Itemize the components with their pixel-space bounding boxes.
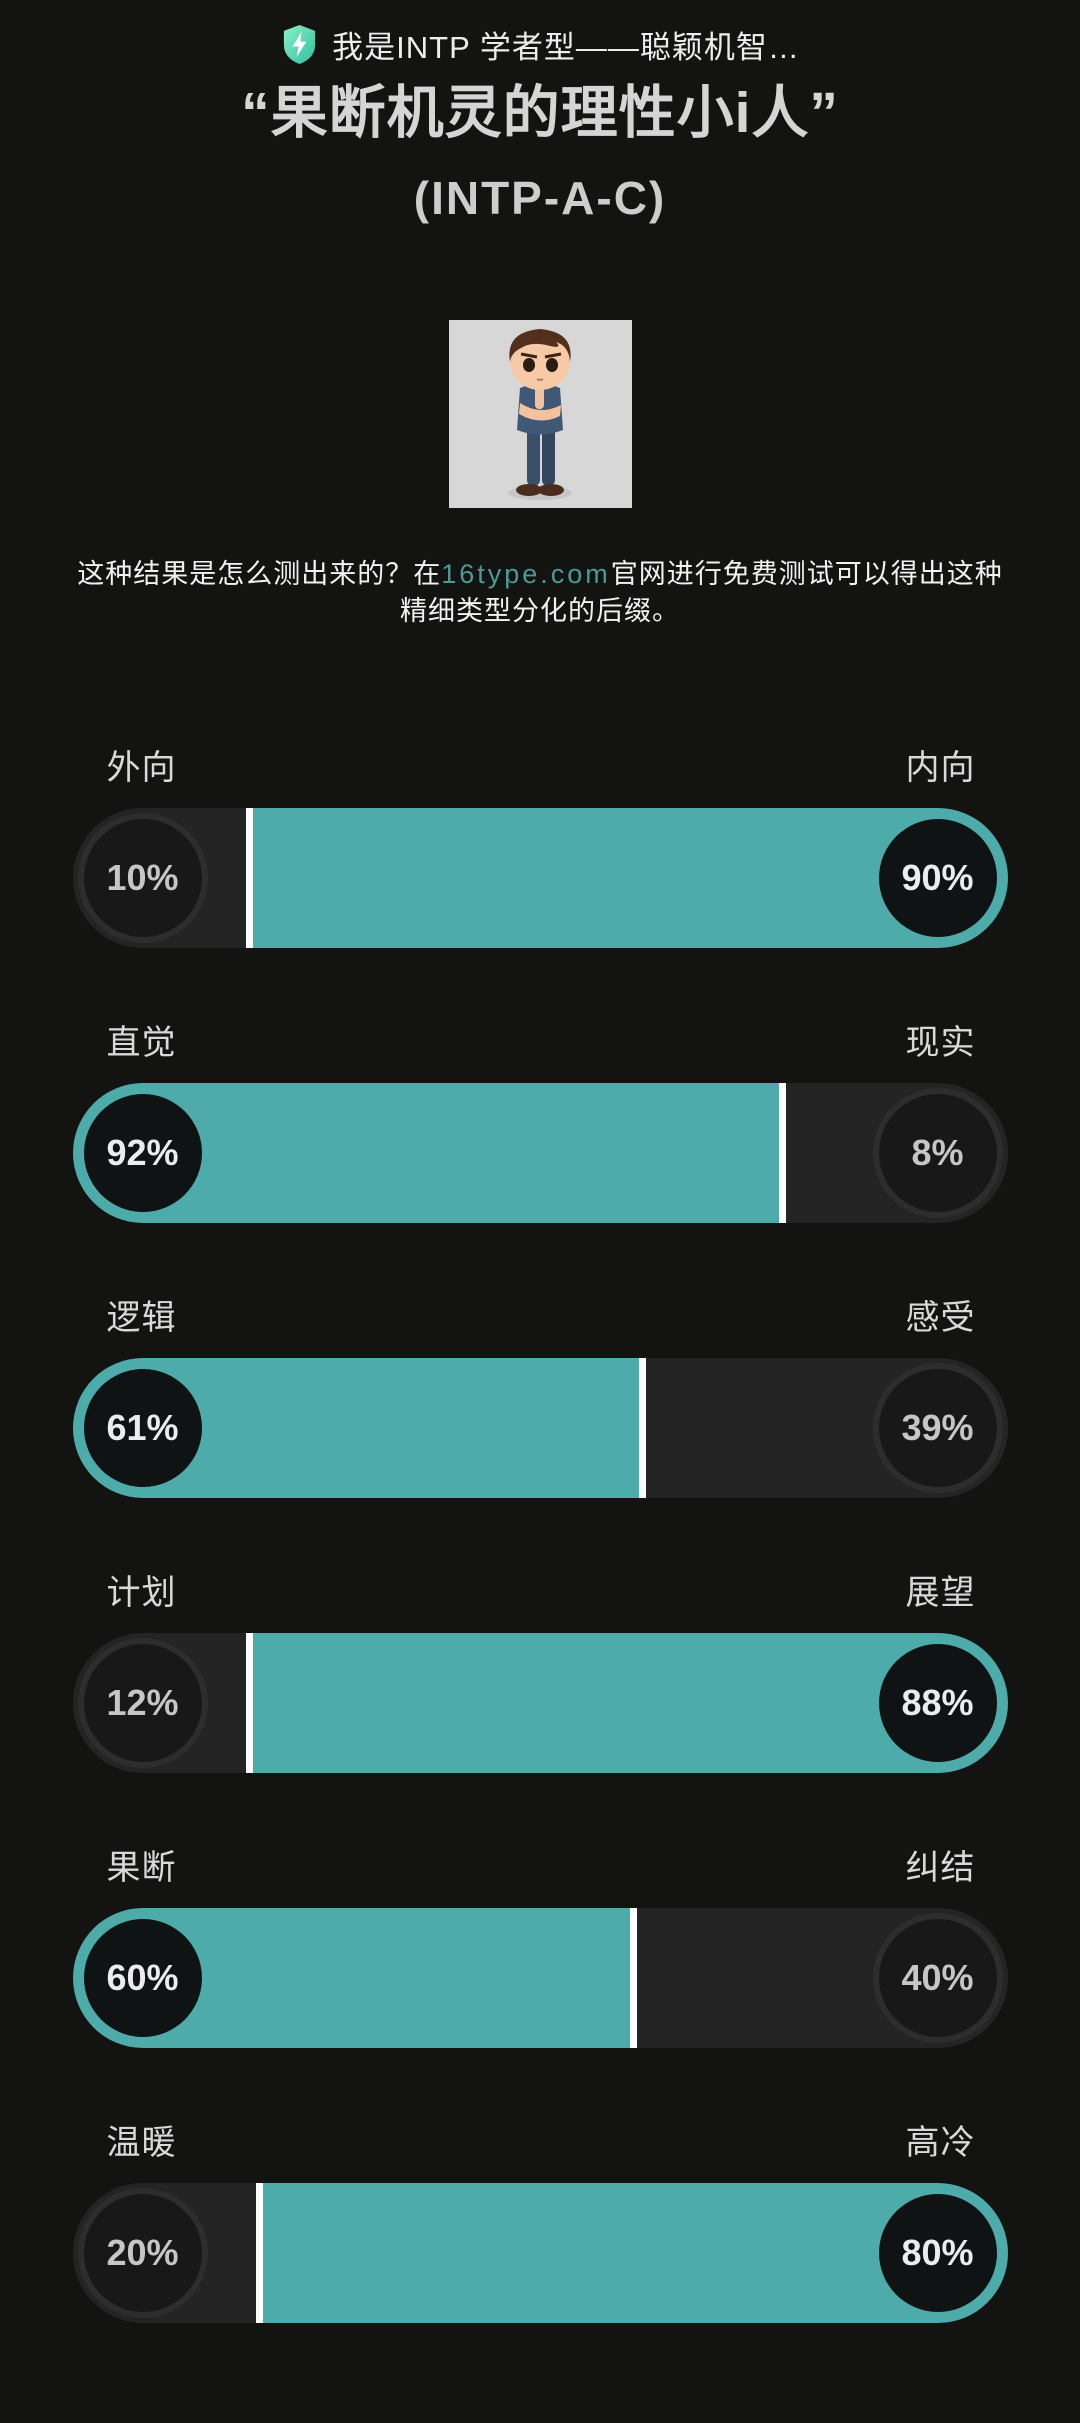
trait-right-label: 纠结 (905, 1849, 976, 1887)
result-type-code: (INTP-A-C) (413, 172, 667, 224)
trait-right-percent-value: 80% (901, 2232, 974, 2273)
trait-right-percent-value: 39% (901, 1407, 974, 1448)
trait-left-label: 果断 (106, 1849, 177, 1887)
trait-left-label: 逻辑 (106, 1299, 177, 1337)
trait-left-percent-badge: 61% (83, 1369, 202, 1487)
trait-right-label: 现实 (905, 1024, 976, 1062)
trait-left-percent-badge: 10% (83, 819, 202, 937)
trait-bar: 92% 8% (72, 1083, 1008, 1223)
trait-left-label: 外向 (106, 749, 177, 787)
character-illustration (448, 320, 632, 508)
trait-bar: 61% 39% (72, 1358, 1008, 1498)
trait-left-percent-value: 10% (106, 857, 179, 898)
trait-left-segment: 92% (72, 1083, 780, 1223)
description-after-link: 官网进行免费测试可以得出这种精细类型分化的后缀。 (400, 559, 1003, 626)
trait-row-planning: 计划 展望 12% 88% (72, 1571, 1008, 1773)
trait-row-warmth: 温暖 高冷 20% 80% (72, 2121, 1008, 2323)
trait-right-percent-value: 90% (901, 857, 974, 898)
trait-right-segment: 88% (253, 1633, 1008, 1773)
trait-left-percent-value: 12% (106, 1682, 179, 1723)
trait-right-percent-value: 40% (901, 1957, 974, 1998)
trait-right-segment: 80% (262, 2183, 1008, 2323)
trait-row-extraversion: 外向 内向 10% 90% (72, 746, 1008, 948)
trait-left-percent-value: 20% (106, 2232, 179, 2273)
trait-left-segment: 60% (72, 1908, 630, 2048)
trait-left-label: 温暖 (106, 2124, 177, 2162)
bar-divider (779, 1083, 787, 1223)
trait-right-percent-badge: 40% (878, 1919, 997, 2037)
trait-right-segment: 90% (253, 808, 1008, 948)
trait-right-label: 展望 (905, 1574, 976, 1612)
trait-right-label: 感受 (905, 1299, 976, 1337)
trait-left-percent-badge: 60% (83, 1919, 202, 2037)
trait-right-percent-badge: 90% (878, 819, 997, 937)
trait-row-decisiveness: 果断 纠结 60% 40% (72, 1846, 1008, 2048)
trait-right-percent-value: 8% (911, 1132, 964, 1173)
header-title: 我是INTP 学者型——聪颖机智… (332, 29, 800, 65)
trait-bar: 12% 88% (72, 1633, 1008, 1773)
trait-left-percent-badge: 92% (83, 1094, 202, 1212)
bar-divider (638, 1358, 646, 1498)
trait-right-percent-value: 88% (901, 1682, 974, 1723)
trait-left-segment: 12% (72, 1633, 247, 1773)
shield-lightning-icon (280, 23, 319, 66)
trait-left-percent-badge: 20% (83, 2194, 202, 2312)
trait-left-percent-value: 92% (106, 1132, 179, 1173)
bar-divider (629, 1908, 637, 2048)
trait-left-percent-value: 61% (106, 1407, 179, 1448)
trait-right-percent-badge: 8% (878, 1094, 997, 1212)
app-header: 我是INTP 学者型——聪颖机智… (0, 0, 1080, 68)
trait-right-percent-badge: 80% (878, 2194, 997, 2312)
trait-left-percent-value: 60% (106, 1957, 179, 1998)
trait-left-label: 直觉 (106, 1024, 177, 1062)
trait-left-segment: 10% (72, 808, 247, 948)
trait-right-label: 高冷 (905, 2124, 976, 2162)
bar-divider (255, 2183, 263, 2323)
trait-right-label: 内向 (905, 749, 976, 787)
trait-right-segment: 40% (636, 1908, 1008, 2048)
bar-divider (246, 808, 254, 948)
trait-right-segment: 39% (645, 1358, 1008, 1498)
trait-bar: 10% 90% (72, 808, 1008, 948)
trait-left-segment: 61% (72, 1358, 639, 1498)
result-title: “果断机灵的理性小i人” (241, 81, 839, 145)
trait-right-percent-badge: 39% (878, 1369, 997, 1487)
trait-right-percent-badge: 88% (878, 1644, 997, 1762)
trait-row-intuition: 直觉 现实 92% 8% (72, 1021, 1008, 1223)
trait-bar: 60% 40% (72, 1908, 1008, 2048)
trait-row-logic: 逻辑 感受 61% 39% (72, 1296, 1008, 1498)
description-before-link: 这种结果是怎么测出来的？在 (77, 559, 442, 589)
trait-left-label: 计划 (106, 1574, 177, 1612)
trait-left-segment: 20% (72, 2183, 256, 2323)
trait-bar: 20% 80% (72, 2183, 1008, 2323)
trait-bars-section: 外向 内向 10% 90% 直觉 现实 92% 8% (0, 746, 1080, 2323)
bar-divider (246, 1633, 254, 1773)
website-link[interactable]: 16type.com (441, 559, 611, 589)
description-text: 这种结果是怎么测出来的？在16type.com官网进行免费测试可以得出这种精细类… (75, 556, 1005, 630)
trait-left-percent-badge: 12% (83, 1644, 202, 1762)
trait-right-segment: 8% (786, 1083, 1008, 1223)
